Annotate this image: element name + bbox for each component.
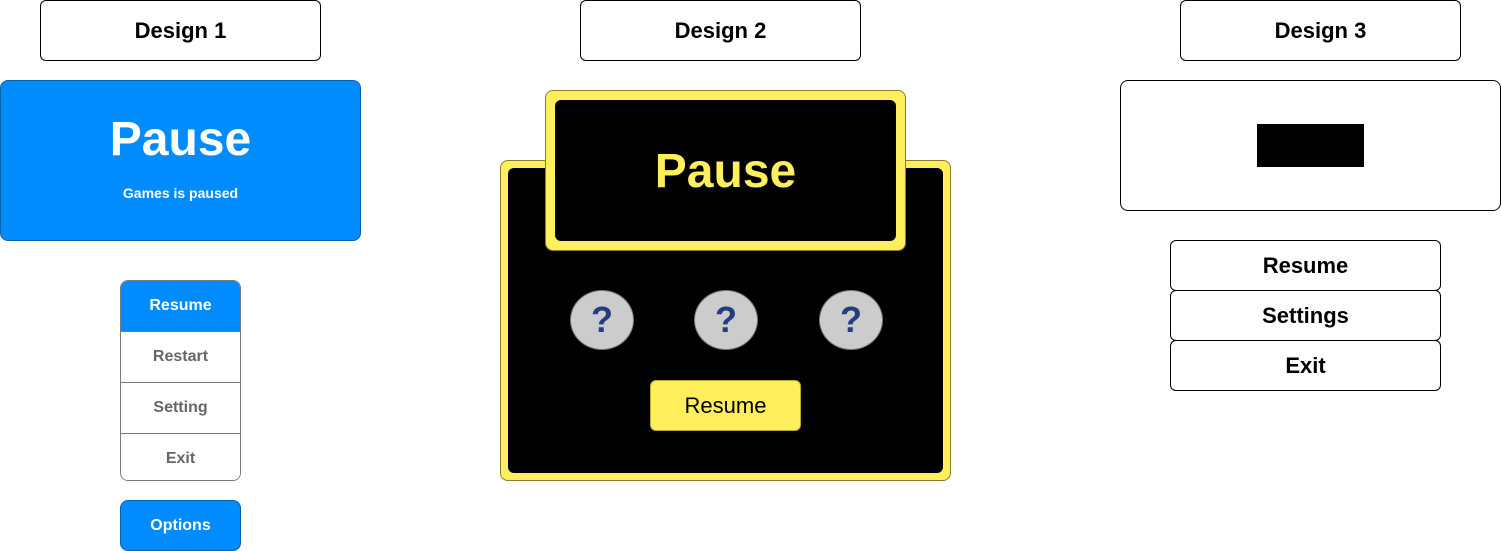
resume-button[interactable]: Resume [121, 281, 240, 331]
options-button[interactable]: Options [120, 500, 241, 551]
design-3-header-card [1120, 80, 1501, 211]
design-2-title-inner [555, 100, 896, 241]
design-1-label: Design 1 [40, 0, 321, 61]
exit-button[interactable]: Exit [121, 433, 240, 480]
title-placeholder-block [1257, 124, 1364, 167]
mystery-icon-1[interactable]: ? [570, 290, 634, 350]
restart-button[interactable]: Restart [121, 331, 240, 382]
mystery-icon-2[interactable]: ? [694, 290, 758, 350]
exit-button-3[interactable]: Exit [1170, 340, 1441, 391]
resume-button-2[interactable]: Resume [650, 380, 801, 431]
pause-title: Pause [109, 112, 252, 166]
design-2-title-card: Pause [545, 90, 906, 251]
mystery-icon-3[interactable]: ? [819, 290, 883, 350]
resume-button-3[interactable]: Resume [1170, 240, 1441, 291]
design-2-label: Design 2 [580, 0, 861, 61]
design-1-pause-header: Pause Games is paused [0, 80, 361, 241]
pause-subtitle: Games is paused [122, 185, 239, 201]
design-3-label: Design 3 [1180, 0, 1461, 61]
pause-title-2: Pause [654, 144, 797, 198]
design-1-menu: Resume Restart Setting Exit [120, 280, 241, 481]
setting-button[interactable]: Setting [121, 382, 240, 433]
settings-button-3[interactable]: Settings [1170, 290, 1441, 341]
